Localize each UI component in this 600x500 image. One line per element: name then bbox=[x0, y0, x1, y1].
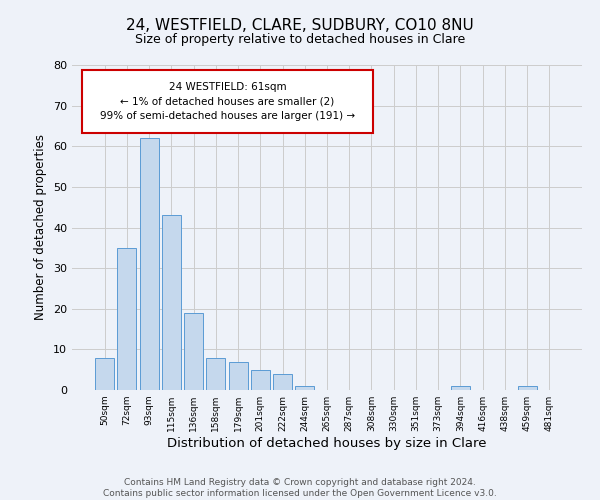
X-axis label: Distribution of detached houses by size in Clare: Distribution of detached houses by size … bbox=[167, 437, 487, 450]
Bar bbox=[118, 248, 136, 390]
Text: Size of property relative to detached houses in Clare: Size of property relative to detached ho… bbox=[135, 32, 465, 46]
Text: 24, WESTFIELD, CLARE, SUDBURY, CO10 8NU: 24, WESTFIELD, CLARE, SUDBURY, CO10 8NU bbox=[126, 18, 474, 32]
Text: 24 WESTFIELD: 61sqm
← 1% of detached houses are smaller (2)
99% of semi-detached: 24 WESTFIELD: 61sqm ← 1% of detached hou… bbox=[100, 82, 355, 122]
Bar bbox=[451, 386, 470, 390]
Text: Contains HM Land Registry data © Crown copyright and database right 2024.
Contai: Contains HM Land Registry data © Crown c… bbox=[103, 478, 497, 498]
Bar bbox=[273, 374, 292, 390]
FancyBboxPatch shape bbox=[82, 70, 373, 133]
Bar bbox=[251, 370, 270, 390]
Bar bbox=[184, 313, 203, 390]
Bar bbox=[229, 362, 248, 390]
Bar bbox=[95, 358, 114, 390]
Bar bbox=[518, 386, 536, 390]
Bar bbox=[162, 216, 181, 390]
Bar bbox=[140, 138, 158, 390]
Y-axis label: Number of detached properties: Number of detached properties bbox=[34, 134, 47, 320]
Bar bbox=[295, 386, 314, 390]
Bar bbox=[206, 358, 225, 390]
